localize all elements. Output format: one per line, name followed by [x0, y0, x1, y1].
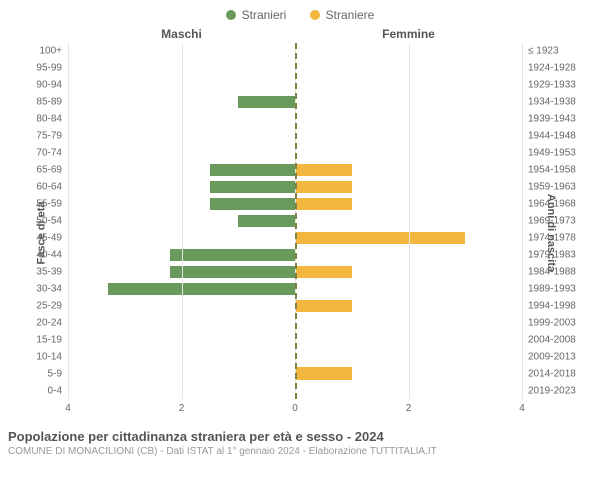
pyramid-chart: Stranieri Straniere Maschi Femmine Fasce…: [0, 0, 600, 500]
birth-year-label: 2019-2023: [528, 385, 590, 396]
bar-female: [295, 181, 352, 193]
age-label: 70-74: [10, 148, 62, 159]
gridline: [68, 43, 69, 399]
bar-male: [210, 198, 295, 210]
gridline: [182, 43, 183, 399]
birth-year-label: 1964-1968: [528, 199, 590, 210]
age-label: 85-89: [10, 97, 62, 108]
bar-male: [238, 215, 295, 227]
axis-zero-line: [295, 43, 297, 399]
x-tick-label: 0: [292, 403, 298, 414]
age-label: 100+: [10, 46, 62, 57]
birth-year-label: 1949-1953: [528, 148, 590, 159]
age-label: 65-69: [10, 165, 62, 176]
birth-year-label: 2014-2018: [528, 368, 590, 379]
age-label: 50-54: [10, 216, 62, 227]
age-label: 0-4: [10, 385, 62, 396]
birth-year-label: 1944-1948: [528, 131, 590, 142]
birth-year-label: 1934-1938: [528, 97, 590, 108]
legend-label: Stranieri: [242, 8, 287, 22]
age-label: 30-34: [10, 283, 62, 294]
birth-year-label: 1989-1993: [528, 283, 590, 294]
legend-label: Straniere: [326, 8, 375, 22]
bar-female: [295, 198, 352, 210]
column-titles: Maschi Femmine: [8, 27, 592, 41]
bar-male: [210, 164, 295, 176]
caption-subtitle: COMUNE DI MONACILIONI (CB) - Dati ISTAT …: [8, 446, 592, 457]
birth-year-label: 1924-1928: [528, 63, 590, 74]
age-label: 25-29: [10, 300, 62, 311]
birth-year-label: 1939-1943: [528, 114, 590, 125]
age-label: 55-59: [10, 199, 62, 210]
bar-male: [170, 266, 295, 278]
birth-year-label: 1959-1963: [528, 182, 590, 193]
age-label: 60-64: [10, 182, 62, 193]
caption: Popolazione per cittadinanza straniera p…: [8, 429, 592, 457]
birth-year-label: 2004-2008: [528, 334, 590, 345]
age-label: 10-14: [10, 351, 62, 362]
birth-year-label: 1999-2003: [528, 317, 590, 328]
birth-year-label: 2009-2013: [528, 351, 590, 362]
age-label: 80-84: [10, 114, 62, 125]
age-label: 90-94: [10, 80, 62, 91]
age-label: 75-79: [10, 131, 62, 142]
bar-female: [295, 164, 352, 176]
age-label: 40-44: [10, 249, 62, 260]
birth-year-label: 1969-1973: [528, 216, 590, 227]
column-title-female: Femmine: [295, 27, 592, 41]
age-label: 35-39: [10, 266, 62, 277]
plot-area: Fasce di età Anni di nascita 100+≤ 19239…: [8, 43, 592, 423]
age-label: 15-19: [10, 334, 62, 345]
legend-item-female: Straniere: [310, 8, 375, 22]
birth-year-label: 1979-1983: [528, 249, 590, 260]
x-tick-label: 2: [406, 403, 412, 414]
gridline: [409, 43, 410, 399]
birth-year-label: 1974-1978: [528, 232, 590, 243]
bar-female: [295, 367, 352, 379]
age-label: 95-99: [10, 63, 62, 74]
legend-item-male: Stranieri: [226, 8, 287, 22]
x-tick-label: 4: [519, 403, 525, 414]
x-axis-ticks: 4 2 0 2 4: [68, 403, 522, 423]
bar-male: [238, 96, 295, 108]
plot-inner: 100+≤ 192395-991924-192890-941929-193385…: [68, 43, 522, 399]
gridline: [522, 43, 523, 399]
age-label: 20-24: [10, 317, 62, 328]
birth-year-label: 1954-1958: [528, 165, 590, 176]
x-tick-label: 4: [65, 403, 71, 414]
birth-year-label: 1984-1988: [528, 266, 590, 277]
circle-icon: [226, 10, 236, 20]
bar-female: [295, 232, 465, 244]
birth-year-label: 1994-1998: [528, 300, 590, 311]
bar-male: [170, 249, 295, 261]
column-title-male: Maschi: [8, 27, 295, 41]
legend: Stranieri Straniere: [8, 8, 592, 23]
birth-year-label: ≤ 1923: [528, 46, 590, 57]
bar-male: [210, 181, 295, 193]
age-label: 5-9: [10, 368, 62, 379]
x-tick-label: 2: [179, 403, 185, 414]
bar-female: [295, 266, 352, 278]
bar-female: [295, 300, 352, 312]
circle-icon: [310, 10, 320, 20]
caption-title: Popolazione per cittadinanza straniera p…: [8, 429, 592, 444]
age-label: 45-49: [10, 232, 62, 243]
bar-male: [108, 283, 295, 295]
birth-year-label: 1929-1933: [528, 80, 590, 91]
